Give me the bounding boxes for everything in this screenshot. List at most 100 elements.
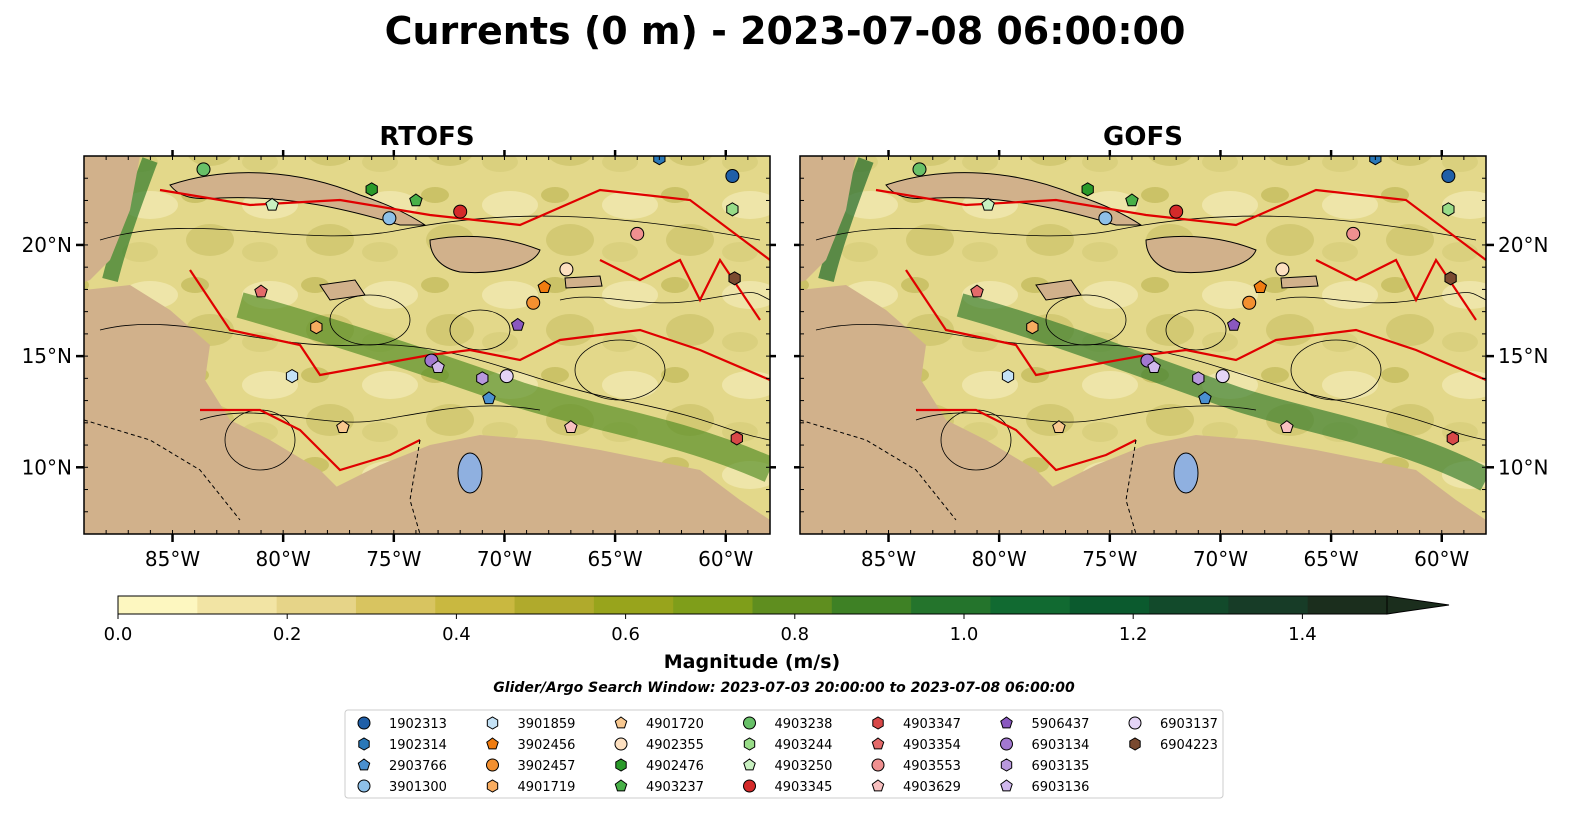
colorbar-tick-label: 0.8 xyxy=(780,624,809,645)
colorbar-segment xyxy=(911,596,991,614)
float-marker-3902456 xyxy=(1253,280,1268,293)
float-marker-4903629 xyxy=(564,420,578,434)
colorbar-segment xyxy=(1069,596,1150,614)
y-tick-label: 10°N xyxy=(22,455,72,479)
float-marker-4902476 xyxy=(1081,182,1094,197)
x-tick-label: 80°W xyxy=(972,547,1027,571)
colorbar-segment xyxy=(118,596,198,614)
colorbar-segment xyxy=(1228,596,1309,614)
colorbar-segment xyxy=(990,596,1071,614)
legend-label: 4903237 xyxy=(646,780,704,795)
float-marker-4903250 xyxy=(265,197,279,211)
float-marker-1902313 xyxy=(725,169,740,184)
gofs-land-hispaniola xyxy=(1145,235,1257,274)
rtofs-float-markers xyxy=(196,156,743,446)
x-tick-label: 85°W xyxy=(861,547,916,571)
gofs-panel: GOFS xyxy=(794,122,1548,571)
float-marker-4903237 xyxy=(409,193,423,207)
float-marker-1902314 xyxy=(653,156,666,166)
float-marker-1902314 xyxy=(1369,156,1382,166)
gofs-land-puerto-rico xyxy=(1280,275,1319,289)
legend-label: 1902313 xyxy=(389,717,447,732)
colorbar-tick-label: 0.2 xyxy=(273,624,302,645)
legend-marker-1902313 xyxy=(357,716,371,730)
legend-marker-3901300 xyxy=(357,779,371,793)
gofs-land-cuba xyxy=(885,172,1143,226)
legend-marker-3902457 xyxy=(486,758,499,772)
float-marker-4903244 xyxy=(726,202,739,217)
float-marker-5906437 xyxy=(510,317,525,331)
rtofs-land-yucatan xyxy=(84,156,140,282)
rtofs-land-hispaniola xyxy=(429,235,541,274)
legend-label: 6903136 xyxy=(1032,780,1090,795)
legend-label: 4901720 xyxy=(646,717,704,732)
float-marker-4902355 xyxy=(559,262,574,277)
float-marker-4903244 xyxy=(1442,202,1455,217)
legend-label: 4903354 xyxy=(903,738,961,753)
colorbar-tick-label: 0.4 xyxy=(442,624,471,645)
legend-label: 6903137 xyxy=(1160,717,1218,732)
float-marker-2903766 xyxy=(482,391,496,405)
rtofs-land-central-america xyxy=(84,285,390,534)
rtofs-panel-title: RTOFS xyxy=(379,122,474,152)
legend-label: 6903135 xyxy=(1032,759,1090,774)
legend-marker-1902314 xyxy=(358,737,370,751)
legend-label: 4903238 xyxy=(775,717,833,732)
float-marker-3902456 xyxy=(537,280,552,293)
colorbar-segment xyxy=(355,596,436,614)
legend-marker-4902476 xyxy=(615,758,627,772)
legend-marker-4903347 xyxy=(872,716,884,730)
colorbar-segment xyxy=(673,596,753,614)
float-marker-6903136 xyxy=(431,360,445,373)
legend-label: 6904223 xyxy=(1160,738,1218,753)
gofs-land-yucatan xyxy=(800,156,856,282)
legend-label: 1902314 xyxy=(389,738,447,753)
float-marker-4903354 xyxy=(970,284,984,298)
float-marker-6903136 xyxy=(1147,360,1161,373)
float-marker-4903237 xyxy=(1125,193,1139,207)
legend-label: 5906437 xyxy=(1032,717,1090,732)
gofs-float-markers xyxy=(912,156,1459,446)
rtofs-panel: RTOFS xyxy=(22,122,776,571)
legend-marker-4902355 xyxy=(614,737,628,751)
rtofs-land-south-america xyxy=(330,435,770,534)
x-tick-label: 85°W xyxy=(145,547,200,571)
float-marker-4903238 xyxy=(196,162,211,177)
rtofs-borders xyxy=(84,419,421,534)
legend-marker-6903136 xyxy=(1000,779,1013,792)
float-marker-4903354 xyxy=(254,284,268,298)
y-tick-label: 10°N xyxy=(1498,455,1548,479)
x-tick-label: 75°W xyxy=(1082,547,1137,571)
colorbar-segment xyxy=(1307,596,1388,614)
legend-label: 4901719 xyxy=(518,780,576,795)
legend-label: 2903766 xyxy=(389,759,447,774)
legend-label: 4903244 xyxy=(775,738,833,753)
legend-label: 4903250 xyxy=(775,759,833,774)
legend-label: 4903345 xyxy=(775,780,833,795)
float-marker-4903238 xyxy=(912,162,927,177)
rtofs-streamlines xyxy=(99,215,770,471)
float-marker-6903137 xyxy=(499,369,514,384)
gofs-yucatan-current xyxy=(818,157,874,282)
y-tick-label: 20°N xyxy=(1498,233,1548,257)
float-marker-1902313 xyxy=(1441,169,1456,184)
legend-marker-6904223 xyxy=(1129,737,1141,751)
legend-marker-4903238 xyxy=(743,716,756,730)
float-marker-4903347 xyxy=(730,431,743,446)
colorbar-segment xyxy=(276,596,357,614)
gofs-map xyxy=(800,156,1486,534)
colorbar-label: Magnitude (m/s) xyxy=(664,651,841,673)
rtofs-axes: 85°W 80°W 75°W 70°W 65°W 60°W 10°N 15°N 20°N xyxy=(22,150,776,571)
float-marker-4902355 xyxy=(1275,262,1290,277)
float-marker-4902476 xyxy=(365,182,378,197)
gofs-land-south-america xyxy=(1046,435,1486,534)
float-marker-3901859 xyxy=(1001,369,1015,384)
legend-marker-6903137 xyxy=(1128,716,1142,730)
float-marker-4903345 xyxy=(1169,204,1184,219)
colorbar-frame xyxy=(117,595,1388,615)
float-marker-3901300 xyxy=(1098,211,1113,226)
legend-marker-4903345 xyxy=(743,779,756,793)
x-tick-label: 80°W xyxy=(256,547,311,571)
x-tick-label: 60°W xyxy=(698,547,753,571)
colorbar-segment xyxy=(593,596,674,614)
